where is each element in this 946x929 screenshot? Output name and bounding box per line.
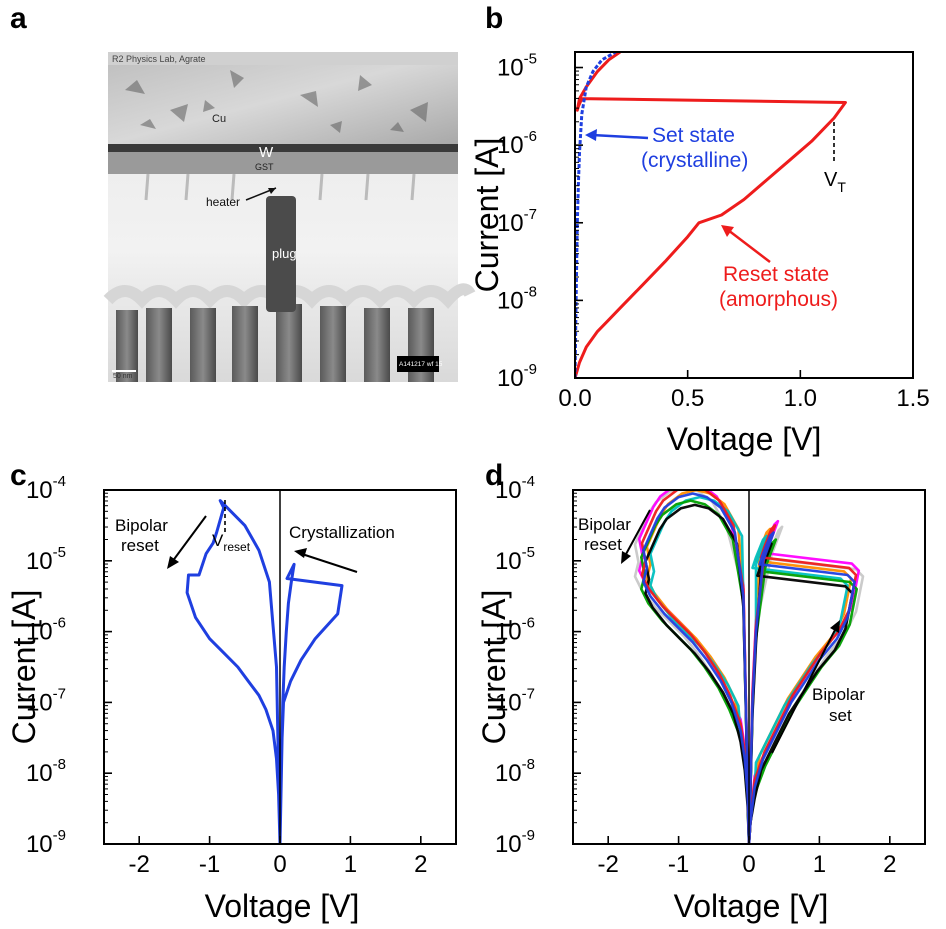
x-tick-label: -1 [668, 851, 689, 878]
panel-letter-b: b [485, 2, 503, 35]
chart-c-xlabel: Voltage [V] [205, 888, 360, 924]
annotation-crystallization: Crystallization [289, 523, 395, 542]
tem-stamp: A141217 wf 15 [399, 361, 443, 368]
annotation-reset-state-1: Reset state [723, 263, 829, 286]
tem-label-gst: GST [255, 162, 274, 172]
chart-b-data-layer [575, 52, 847, 378]
series-line-iv-loop [185, 499, 344, 844]
tem-micrograph: R2 Physics Lab, Agrate plug Cu W GST hea… [103, 52, 476, 382]
y-tick-label: 10-9 [497, 361, 537, 392]
tem-label-cu: Cu [212, 113, 226, 125]
x-tick-label: 1.5 [896, 385, 929, 412]
annotation-vt: VT [824, 169, 846, 195]
x-tick-label: 1.0 [784, 385, 817, 412]
x-tick-label: 0.5 [671, 385, 704, 412]
series-line-set-state [575, 52, 617, 378]
y-tick-label: 10-7 [26, 685, 66, 716]
chart-d-ticks: -2 -1 0 1 2 10-4 10-5 10-6 10-7 10-8 10-9 [495, 473, 897, 878]
panel-letter-a: a [10, 2, 27, 35]
chart-b-frame [574, 51, 914, 379]
annotation-bipolar-reset-d-2: reset [584, 535, 622, 554]
chart-d: -2 -1 0 1 2 10-4 10-5 10-6 10-7 10-8 10-9 Voltage … [476, 473, 926, 924]
chart-c-data-layer [185, 499, 344, 844]
y-tick-label: 10-8 [495, 756, 535, 787]
y-tick-label: 10-5 [26, 544, 66, 575]
annotation-set-state-1: Set state [652, 124, 735, 147]
chart-c: -2 -1 0 1 2 10-4 10-5 10-6 10-7 10-8 10-9 Voltage … [6, 473, 457, 924]
annotation-set-state-2: (crystalline) [641, 149, 748, 172]
chart-b-ylabel: Current [A] [469, 138, 505, 293]
y-tick-label: 10-4 [495, 473, 535, 504]
annotation-reset-state-2: (amorphous) [719, 288, 838, 311]
panel-letter-c: c [10, 459, 27, 492]
annotation-bipolar-set-1: Bipolar [812, 685, 865, 704]
y-tick-label: 10-6 [497, 128, 537, 159]
annotation-bipolar-reset-c-1: Bipolar [115, 516, 168, 535]
chart-d-xlabel: Voltage [V] [674, 888, 829, 924]
tem-label-w: W [259, 144, 274, 161]
x-tick-label: 2 [414, 851, 427, 878]
chart-c-ticks: -2 -1 0 1 2 10-4 10-5 10-6 10-7 10-8 10-9 [26, 473, 428, 878]
tem-scale-bar: 50 nm [113, 373, 133, 380]
chart-c-ylabel: Current [A] [6, 590, 42, 745]
y-tick-label: 10-5 [495, 544, 535, 575]
y-tick-label: 10-7 [497, 206, 537, 237]
chart-b-xlabel: Voltage [V] [667, 421, 822, 457]
annotation-vreset: Vreset [212, 531, 251, 554]
x-tick-label: 1 [813, 851, 826, 878]
chart-b: 0.0 0.5 1.0 1.5 10-5 10-6 10-7 10-8 10-9 Voltage… [469, 51, 930, 457]
y-tick-label: 10-8 [26, 756, 66, 787]
x-tick-label: -2 [598, 851, 619, 878]
chart-b-ticks: 0.0 0.5 1.0 1.5 10-5 10-6 10-7 10-8 10-9 [497, 51, 930, 412]
y-tick-label: 10-9 [495, 827, 535, 858]
y-tick-label: 10-4 [26, 473, 66, 504]
annotation-bipolar-reset-d-1: Bipolar [578, 515, 631, 534]
x-tick-label: -1 [199, 851, 220, 878]
annotation-bipolar-set-2: set [829, 706, 852, 725]
panel-letter-d: d [485, 459, 503, 492]
x-tick-label: 2 [883, 851, 896, 878]
chart-d-data-layer [633, 490, 865, 844]
x-tick-label: 0 [742, 851, 755, 878]
y-tick-label: 10-6 [26, 615, 66, 646]
series-line-cycle-8 [642, 492, 856, 844]
annotation-bipolar-reset-c-2: reset [121, 536, 159, 555]
y-tick-label: 10-8 [497, 283, 537, 314]
series-line-reset-state [575, 52, 847, 378]
x-tick-label: 1 [344, 851, 357, 878]
x-tick-label: 0 [273, 851, 286, 878]
y-tick-label: 10-9 [26, 827, 66, 858]
y-tick-label: 10-5 [497, 51, 537, 82]
tem-header-text: R2 Physics Lab, Agrate [112, 54, 206, 64]
x-tick-label: -2 [129, 851, 150, 878]
tem-label-heater: heater [206, 195, 240, 209]
y-tick-label: 10-7 [495, 685, 535, 716]
y-tick-label: 10-6 [495, 615, 535, 646]
tem-label-plug: plug [272, 246, 297, 261]
chart-d-ylabel: Current [A] [476, 590, 512, 745]
x-tick-label: 0.0 [558, 385, 591, 412]
